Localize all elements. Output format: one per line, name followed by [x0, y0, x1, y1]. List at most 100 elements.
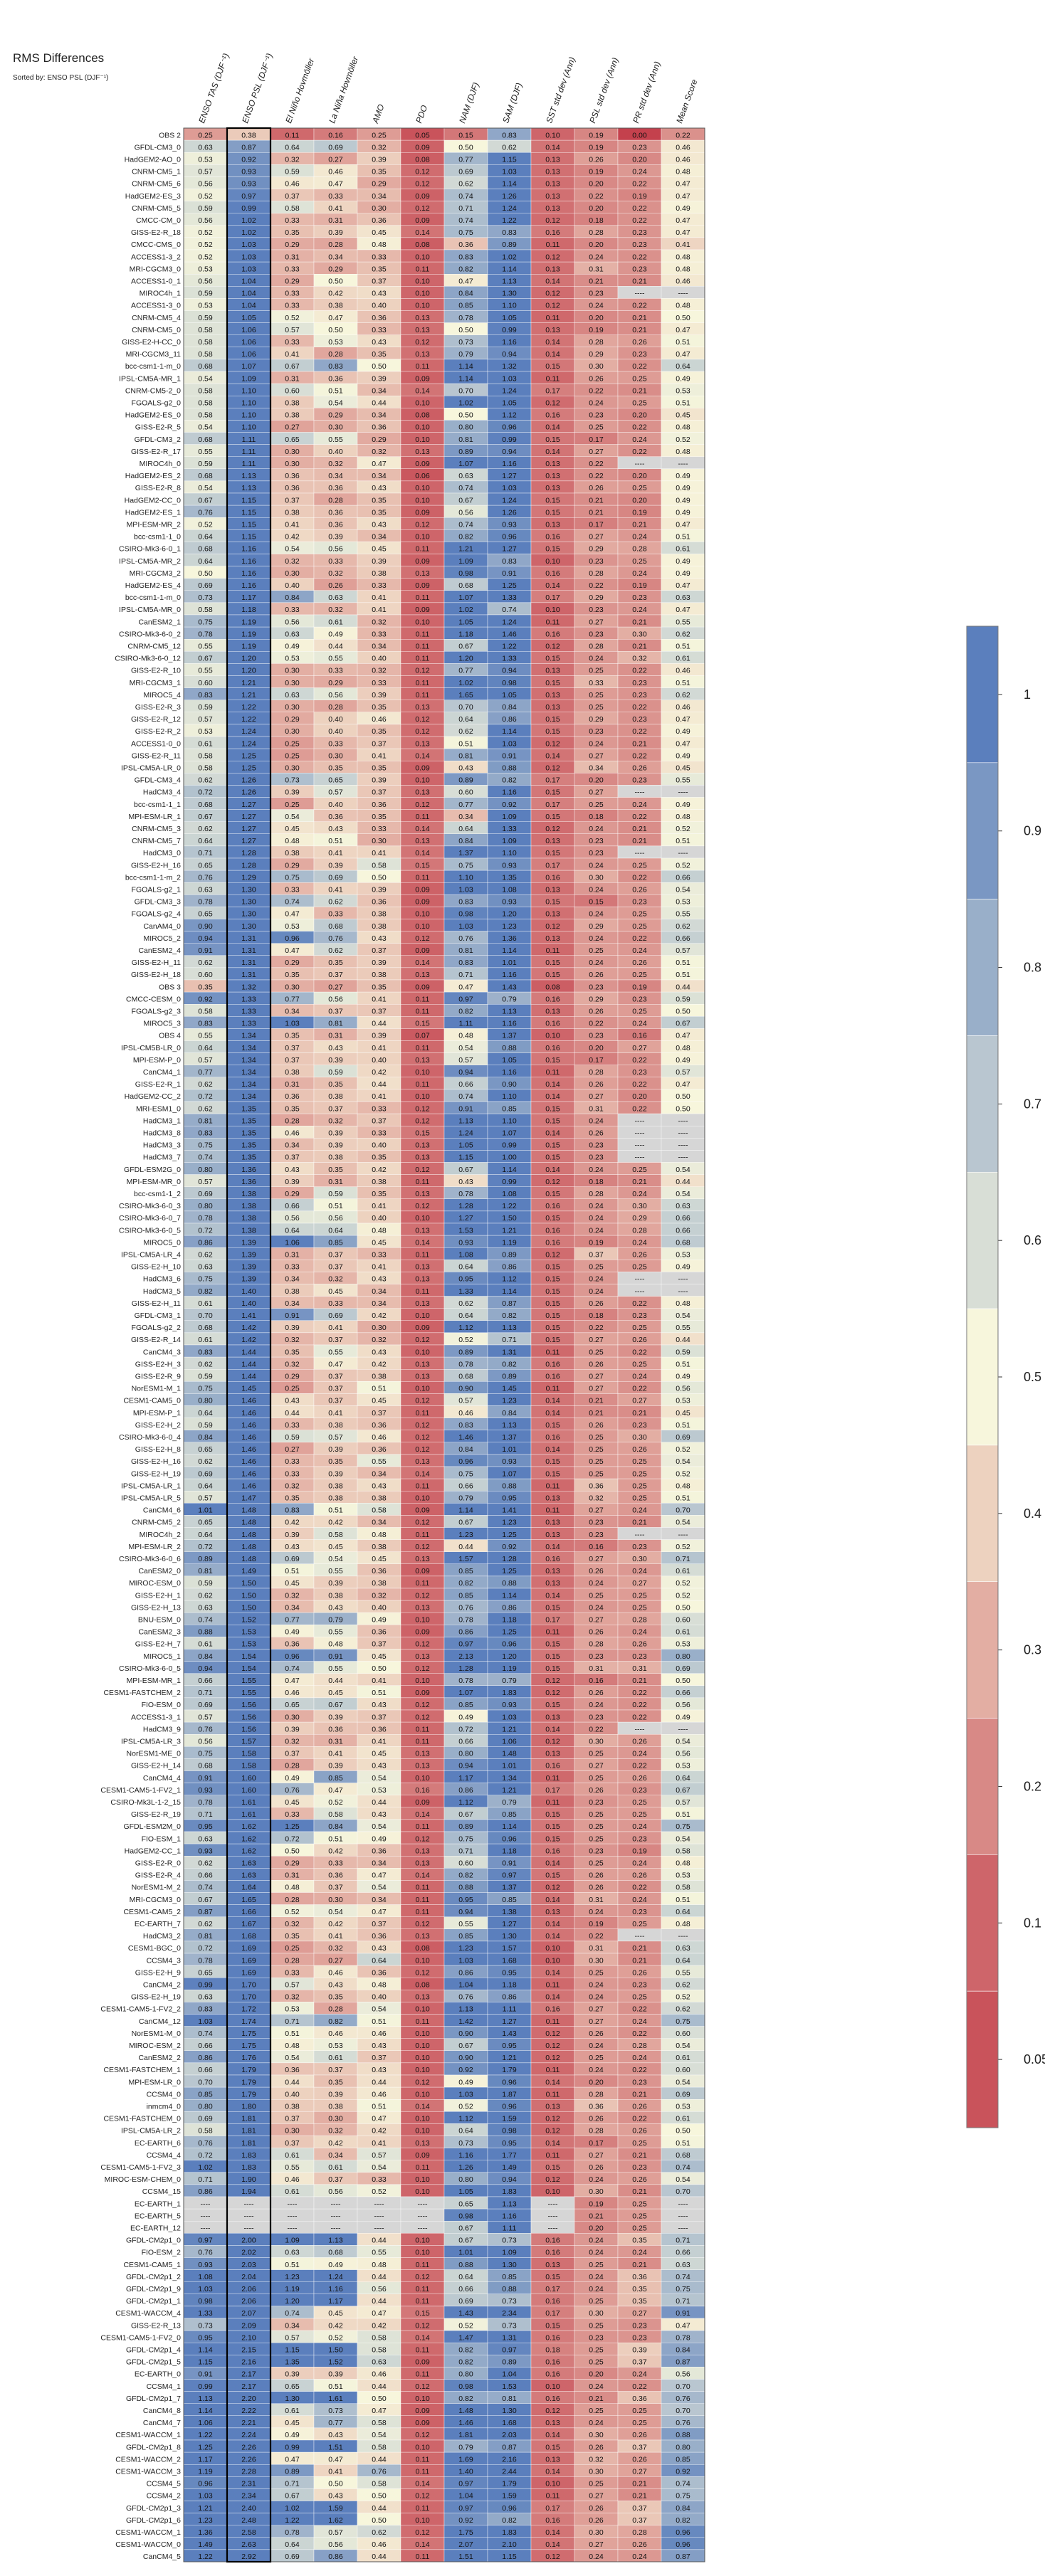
- cell-value: 0.32: [285, 1482, 300, 1490]
- cell-value: 0.47: [372, 2115, 387, 2123]
- cell-value: 0.64: [328, 1226, 343, 1235]
- cell-value: 0.15: [545, 2273, 560, 2281]
- cell-value: 1.10: [458, 873, 473, 882]
- cell-value: 0.94: [502, 667, 517, 675]
- cell-value: 0.11: [416, 545, 430, 554]
- row-label: GISS-E2-R_4: [135, 1872, 181, 1880]
- cell-value: 0.33: [285, 1469, 300, 1478]
- cell-value: 0.32: [372, 143, 387, 152]
- cell-value: 0.10: [415, 618, 430, 626]
- cell-value: 0.17: [545, 593, 560, 602]
- cell-value: 0.76: [198, 2139, 213, 2148]
- cell-value: 0.35: [198, 983, 213, 991]
- cell-value: 0.24: [589, 1908, 604, 1916]
- cell-value: 0.33: [372, 2175, 387, 2184]
- cell-value: 0.10: [545, 2382, 560, 2391]
- cell-value: 0.29: [285, 278, 300, 286]
- cell-value: 0.52: [676, 1579, 690, 1588]
- cell-value: 0.68: [198, 362, 213, 371]
- cell-value: 0.99: [502, 1178, 517, 1186]
- cell-value: 1.20: [241, 667, 256, 675]
- cell-value: 1.46: [241, 1457, 256, 1466]
- cell-value: 0.33: [328, 910, 343, 919]
- cell-value: 0.25: [589, 1859, 604, 1868]
- cell-value: 0.24: [632, 2249, 647, 2257]
- cell-value: 0.44: [328, 643, 343, 651]
- row-label: HadCM3_6: [143, 1275, 181, 1284]
- cell-value: 0.24: [589, 825, 604, 833]
- cell-value: 0.61: [198, 739, 213, 748]
- cell-value: 0.29: [589, 922, 604, 931]
- cell-value: 1.19: [241, 618, 256, 626]
- cell-value: 0.13: [415, 1555, 430, 1563]
- cell-value: 1.61: [241, 1798, 256, 1807]
- cell-value: 0.25: [589, 2358, 604, 2367]
- cell-value: 0.89: [502, 2358, 517, 2367]
- cell-value: 0.28: [589, 1068, 604, 1077]
- cell-value: 0.83: [198, 1129, 213, 1138]
- cell-value: 1.14: [502, 727, 517, 736]
- row-label: CESM1-WACCM_1: [115, 2528, 181, 2537]
- cell-value: 0.13: [545, 156, 560, 164]
- cell-value: 0.47: [372, 2407, 387, 2415]
- cell-value: 0.24: [589, 1603, 604, 1612]
- cell-value: 0.21: [632, 2151, 647, 2160]
- row-label: CanCM4_7: [143, 2419, 181, 2427]
- cell-value: 0.46: [285, 180, 300, 189]
- cell-value: 0.95: [502, 2042, 517, 2050]
- cell-value: 0.20: [632, 472, 647, 480]
- cell-value: 0.16: [589, 1677, 604, 1685]
- cell-value: 0.24: [589, 1117, 604, 1125]
- cell-value: 1.13: [458, 1117, 473, 1125]
- cell-value: 0.65: [198, 1519, 213, 1527]
- cell-value: 0.79: [502, 1798, 517, 1807]
- cell-value: 0.12: [415, 1713, 430, 1721]
- cell-value: 1.22: [502, 643, 517, 651]
- cell-value: 0.34: [372, 192, 387, 201]
- cell-value: 0.37: [589, 1251, 604, 1260]
- row-label: CanESM2_3: [138, 1628, 181, 1637]
- cell-value: 0.11: [546, 1506, 560, 1515]
- cell-value: 0.88: [502, 764, 517, 773]
- cell-value: 0.57: [198, 168, 213, 176]
- cell-value: 0.58: [372, 1506, 387, 1515]
- cell-value: 1.79: [241, 2078, 256, 2086]
- cell-value: 0.48: [372, 1981, 387, 1990]
- cell-value: 0.68: [198, 1324, 213, 1332]
- cell-value: 0.13: [415, 1263, 430, 1272]
- cell-value: 0.49: [676, 557, 690, 566]
- cell-value: 0.30: [632, 1433, 647, 1442]
- cell-value: 0.40: [372, 1056, 387, 1065]
- row-label: IPSL-CM5A-LR_4: [121, 1251, 181, 1260]
- cell-value: 0.26: [632, 2127, 647, 2136]
- cell-value: 1.30: [502, 290, 517, 298]
- cell-value: 1.21: [502, 1226, 517, 1235]
- cell-value: 0.12: [545, 922, 560, 931]
- cell-value: 0.15: [545, 1835, 560, 1843]
- cell-value: 0.11: [416, 813, 430, 821]
- cell-value: 0.60: [676, 1616, 690, 1625]
- cell-value: 0.76: [285, 1786, 300, 1795]
- cell-value: 0.22: [632, 2005, 647, 2014]
- cell-value: 1.05: [502, 314, 517, 322]
- cell-value: 0.51: [676, 1494, 690, 1503]
- row-label: ACCESS1-3_0: [131, 302, 181, 310]
- cell-value: 0.13: [545, 1713, 560, 1721]
- row-label: IPSL-CM5A-LR_2: [121, 2127, 181, 2136]
- cell-value: 0.09: [415, 581, 430, 590]
- cell-value: 0.37: [372, 739, 387, 748]
- cell-value: 0.41: [328, 1932, 343, 1941]
- cell-value: 1.36: [241, 1166, 256, 1174]
- cell-value: 0.30: [589, 1738, 604, 1746]
- cell-value: 0.55: [676, 618, 690, 626]
- cell-value: 0.61: [676, 545, 690, 554]
- cell-value: 0.56: [458, 508, 473, 517]
- cell-value: 0.62: [372, 2528, 387, 2537]
- cell-value: 0.58: [198, 399, 213, 408]
- cell-value: 0.15: [415, 2309, 430, 2318]
- cell-value: 0.10: [415, 278, 430, 286]
- cell-value: 0.94: [502, 2175, 517, 2184]
- cell-value: 0.70: [198, 2078, 213, 2086]
- cell-value: 1.35: [502, 873, 517, 882]
- row-label: GISS-E2-H_18: [131, 971, 181, 979]
